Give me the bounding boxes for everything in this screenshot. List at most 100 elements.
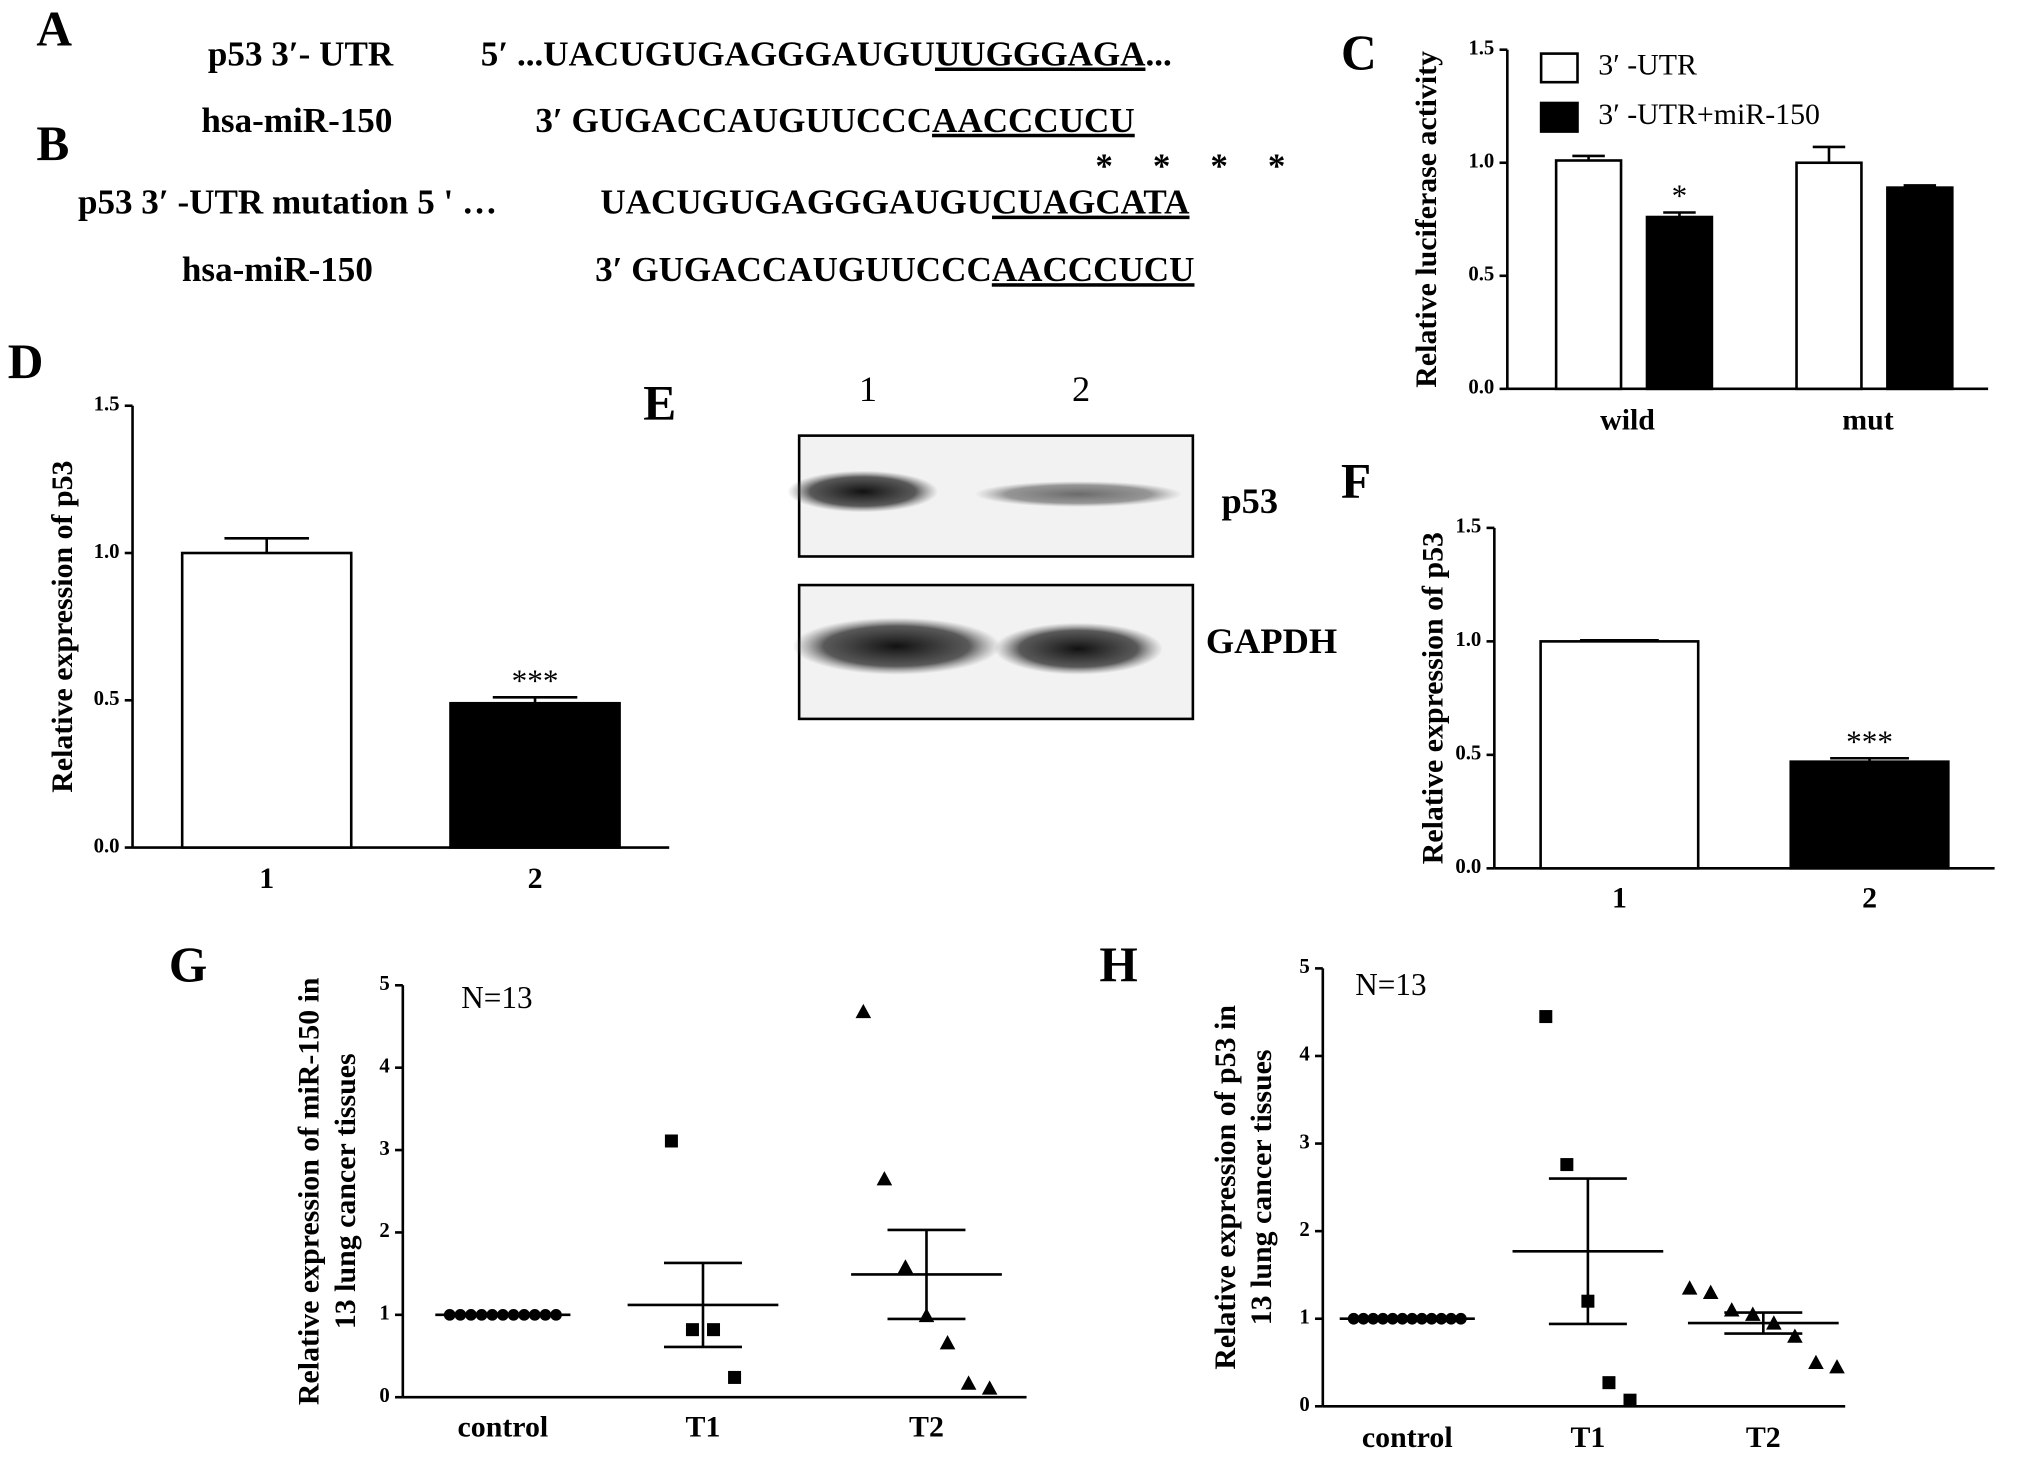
y-tick-label: 0.5 — [1455, 742, 1481, 765]
data-point — [1723, 1302, 1740, 1317]
data-point — [1702, 1284, 1719, 1299]
binding-site: CUAGCATA — [992, 183, 1190, 222]
panel-label: G — [169, 937, 207, 992]
data-point — [960, 1375, 977, 1390]
x-tick-label: 1 — [1612, 882, 1627, 915]
data-point — [728, 1370, 742, 1384]
x-tick-label: wild — [1600, 403, 1655, 436]
bar — [449, 701, 621, 849]
data-point — [1539, 1010, 1553, 1024]
y-tick-label: 0.5 — [1468, 263, 1494, 286]
bar — [1886, 186, 1954, 391]
data-point — [685, 1323, 699, 1337]
y-axis-label: Relative luciferase activity — [1410, 51, 1443, 388]
panel-label: A — [36, 1, 72, 56]
data-point — [1602, 1376, 1616, 1390]
panel-label: C — [1341, 25, 1377, 80]
sequence-name: p53 3′- UTR — [208, 35, 394, 74]
lane-label: 2 — [1072, 369, 1090, 409]
x-tick-label: control — [458, 1411, 549, 1444]
x-tick-label: 2 — [528, 862, 543, 895]
y-tick-label: 4 — [1299, 1043, 1309, 1066]
blot-band — [994, 622, 1163, 675]
band-label: GAPDH — [1206, 621, 1337, 661]
sequence-prefix: 5′ ...UACUGUGAGGGAUGU — [481, 35, 935, 74]
y-tick-label: 0.0 — [94, 834, 120, 857]
sequence-prefix: UACUGUGAGGGAUGU — [600, 183, 992, 222]
panel-label: F — [1341, 454, 1371, 509]
x-tick-label: T1 — [686, 1411, 721, 1444]
data-point — [1623, 1393, 1637, 1407]
data-point — [664, 1134, 678, 1148]
y-tick-label: 1 — [1299, 1305, 1309, 1328]
binding-site: AACCCUCU — [932, 101, 1135, 140]
y-tick-label: 3 — [379, 1137, 389, 1160]
x-tick-label: T2 — [909, 1411, 944, 1444]
legend-swatch — [1539, 101, 1579, 133]
lane-label: 1 — [859, 369, 877, 409]
data-point — [1829, 1359, 1845, 1374]
y-tick-label: 5 — [379, 972, 389, 995]
x-tick-label: control — [1362, 1421, 1453, 1454]
blot-band — [792, 617, 1001, 675]
bar — [1645, 215, 1714, 391]
y-axis-label: Relative expression of miR-150 in — [293, 977, 326, 1405]
data-point — [1681, 1280, 1698, 1295]
legend-swatch — [1539, 52, 1579, 84]
significance: *** — [1846, 724, 1893, 759]
y-axis-label: 13 lung cancer tissues — [329, 1053, 362, 1329]
y-tick-label: 1.0 — [1468, 150, 1494, 173]
y-tick-label: 0 — [379, 1384, 389, 1407]
binding-site: UUGGGAGA — [935, 35, 1146, 74]
y-tick-label: 4 — [379, 1054, 389, 1077]
sequence-name: hsa-miR-150 — [201, 101, 392, 140]
annotation: N=13 — [1355, 967, 1426, 1002]
sequence-suffix: ... — [1145, 35, 1171, 74]
bar — [1539, 640, 1700, 870]
y-tick-label: 0.5 — [94, 687, 120, 710]
data-point — [1808, 1354, 1824, 1370]
y-tick-label: 1 — [379, 1302, 389, 1325]
sequence: 3′ GUGACCAUGUUCCCAACCCUCU — [535, 101, 1134, 140]
data-point — [876, 1171, 893, 1186]
data-point — [707, 1323, 721, 1337]
annotation: N=13 — [461, 980, 532, 1015]
y-tick-label: 1.5 — [94, 393, 120, 416]
x-tick-label: T2 — [1746, 1421, 1781, 1454]
bar — [1795, 161, 1863, 391]
data-point — [855, 1003, 872, 1019]
y-tick-label: 1.0 — [94, 540, 120, 563]
bar — [180, 551, 353, 849]
y-tick-label: 2 — [379, 1219, 389, 1242]
y-axis-label: Relative expression of p53 in — [1209, 1005, 1242, 1370]
data-point — [981, 1380, 998, 1395]
sequence: 3′ GUGACCAUGUUCCCAACCCUCU — [595, 250, 1194, 289]
y-tick-label: 5 — [1299, 955, 1309, 978]
y-axis-label: 13 lung cancer tissues — [1245, 1049, 1278, 1325]
sequence: UACUGUGAGGGAUGUCUAGCATA — [600, 183, 1190, 222]
legend-label: 3′ -UTR+miR-150 — [1598, 98, 1820, 131]
y-axis-label: Relative expression of p53 — [46, 461, 79, 793]
data-point — [1787, 1328, 1803, 1343]
sequence-name: hsa-miR-150 — [182, 250, 373, 289]
binding-site: AACCCUCU — [992, 250, 1195, 289]
band-label: p53 — [1221, 481, 1278, 521]
blot-band — [974, 481, 1183, 508]
y-tick-label: 0.0 — [1468, 376, 1494, 399]
x-tick-label: T1 — [1570, 1421, 1605, 1454]
sequence-name: p53 3′ -UTR mutation 5 ' … — [78, 183, 497, 222]
x-tick-label: 2 — [1862, 882, 1877, 915]
panel-label: B — [36, 116, 69, 171]
bar — [1789, 760, 1950, 870]
y-tick-label: 0.0 — [1455, 855, 1481, 878]
mutation-marks: * * * * — [1095, 146, 1285, 185]
y-axis-label: Relative expression of p53 — [1417, 532, 1450, 864]
sequence-prefix: 3′ GUGACCAUGUUCCC — [535, 101, 932, 140]
y-tick-label: 1.5 — [1455, 515, 1481, 538]
data-point — [1560, 1158, 1574, 1172]
panel-label: H — [1099, 937, 1137, 992]
sequence-prefix: 3′ GUGACCAUGUUCCC — [595, 250, 992, 289]
bar — [1554, 159, 1623, 391]
